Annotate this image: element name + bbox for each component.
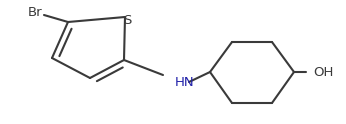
Text: OH: OH <box>313 65 334 78</box>
Text: HN: HN <box>175 76 194 89</box>
Text: S: S <box>123 14 131 27</box>
Text: Br: Br <box>28 5 43 18</box>
